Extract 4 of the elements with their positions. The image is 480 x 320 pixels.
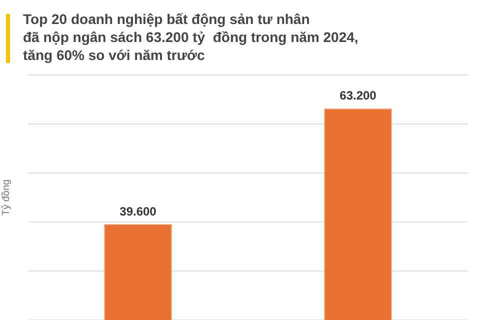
data-label: 39.600 xyxy=(120,204,157,218)
chart-title: Top 20 doanh nghiệp bất động sản tư nhân đã nộp ngân sách 63.200 tỷ đồng trong năm 2024, tăng 60% so với năm trước xyxy=(23,10,358,64)
y-axis-title: Tỷ đồng xyxy=(0,179,12,216)
data-label: 63.200 xyxy=(340,88,377,103)
